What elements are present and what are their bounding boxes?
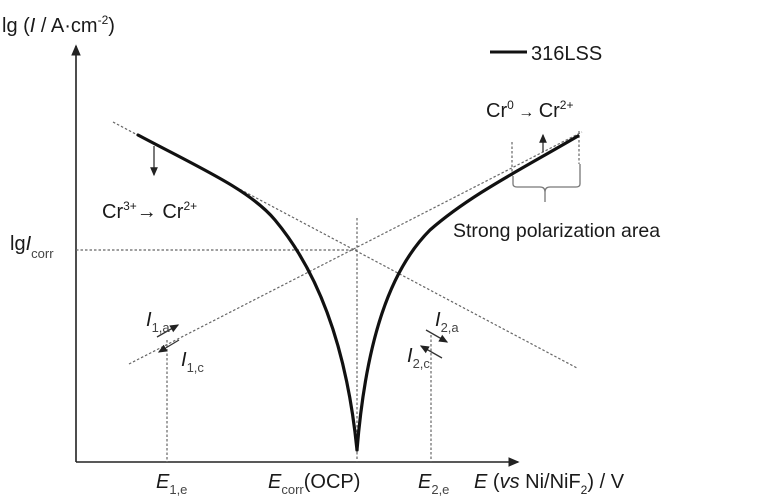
anodic-reaction-label: Cr0 → Cr2+ — [486, 98, 573, 122]
anodic-tafel-line — [128, 131, 583, 365]
i1c-arrow-icon — [157, 339, 180, 353]
legend-label: 316LSS — [531, 43, 602, 65]
cathodic-branch-curve — [136, 133, 359, 452]
x-axis-label: E (vs Ni/NiF2) / V — [474, 471, 625, 497]
i2a-arrow-icon — [425, 329, 449, 343]
i1c-label: I1,c — [181, 349, 204, 375]
i2c-label: I2,c — [407, 345, 430, 371]
i2c-arrow-icon — [419, 345, 443, 359]
strong-polarization-label: Strong polarization area — [453, 220, 660, 242]
icorr-label: lgIcorr — [10, 233, 54, 261]
y-axis-label: lg (I / A·cm-2) — [2, 13, 115, 37]
region-brace — [512, 164, 581, 202]
i1a-arrow-icon — [156, 324, 180, 338]
ecorr-label: Ecorr(OCP) — [268, 471, 360, 497]
i1a-label: I1,a — [146, 309, 170, 335]
cathodic-reaction-label: Cr3+→ Cr2+ — [102, 199, 197, 223]
i2a-label: I2,a — [435, 309, 459, 335]
anodic-branch-curve — [355, 134, 580, 452]
e1e-label: E1,e — [156, 471, 187, 497]
e2e-label: E2,e — [418, 471, 449, 497]
